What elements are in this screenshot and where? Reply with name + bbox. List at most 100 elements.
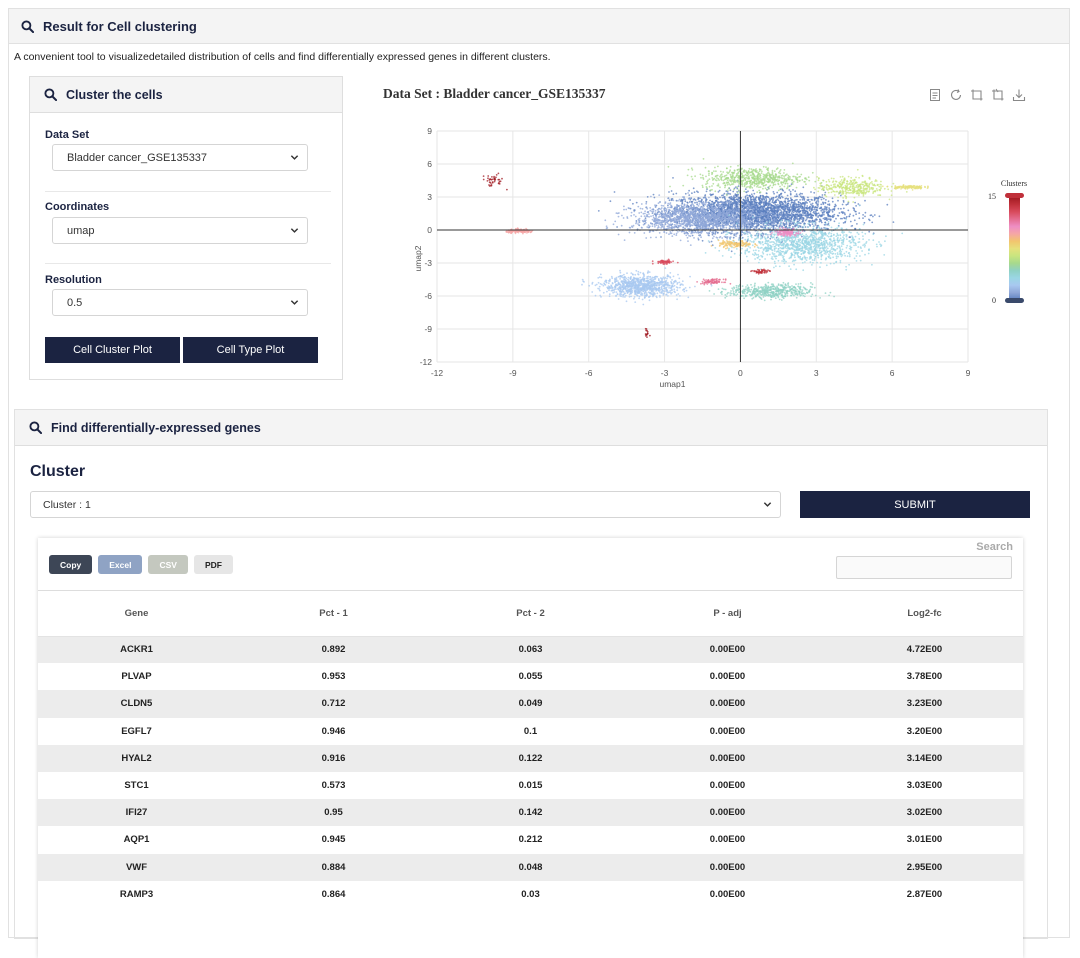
point <box>703 203 705 205</box>
point <box>822 202 824 204</box>
point <box>681 211 683 213</box>
point <box>670 207 672 209</box>
point <box>770 224 772 226</box>
point <box>773 220 775 222</box>
point <box>666 210 668 212</box>
point <box>757 219 759 221</box>
point <box>854 202 856 204</box>
point <box>733 237 735 239</box>
point <box>792 204 794 206</box>
point <box>664 267 666 269</box>
point <box>799 216 801 218</box>
point <box>756 202 758 204</box>
point <box>832 216 834 218</box>
point <box>755 217 757 219</box>
point <box>796 219 798 221</box>
point <box>669 224 671 226</box>
point <box>814 200 816 202</box>
point <box>752 210 754 212</box>
point <box>743 220 745 222</box>
point <box>749 232 751 234</box>
point <box>611 285 613 287</box>
point <box>788 203 790 205</box>
point <box>784 220 786 222</box>
point <box>798 202 800 204</box>
point <box>865 212 867 214</box>
point <box>652 219 654 221</box>
point <box>782 203 784 205</box>
point <box>832 197 834 199</box>
point <box>769 238 771 240</box>
point <box>595 295 597 297</box>
point <box>773 223 775 225</box>
point <box>632 226 634 228</box>
point <box>754 220 756 222</box>
point <box>708 212 710 214</box>
point <box>727 191 729 193</box>
point <box>619 270 621 272</box>
point <box>828 214 830 216</box>
point <box>769 199 771 201</box>
point <box>804 206 806 208</box>
point <box>815 202 817 204</box>
point <box>694 286 696 288</box>
point <box>623 209 625 211</box>
point <box>746 192 748 194</box>
point <box>805 226 807 228</box>
point <box>742 237 744 239</box>
point <box>705 202 707 204</box>
point <box>737 194 739 196</box>
point <box>749 206 751 208</box>
point <box>676 219 678 221</box>
point <box>645 217 647 219</box>
point <box>754 203 756 205</box>
point <box>745 198 747 200</box>
point <box>732 191 734 193</box>
point <box>667 216 669 218</box>
point <box>698 231 700 233</box>
point <box>687 237 689 239</box>
point <box>694 202 696 204</box>
point <box>729 237 731 239</box>
point <box>734 206 736 208</box>
point <box>676 294 678 296</box>
point <box>820 220 822 222</box>
point <box>685 221 687 223</box>
point <box>685 235 687 237</box>
point <box>717 224 719 226</box>
point <box>737 205 739 207</box>
point <box>643 232 645 234</box>
point <box>780 214 782 216</box>
point <box>616 212 618 214</box>
point <box>667 203 669 205</box>
point <box>720 236 722 238</box>
point <box>828 200 830 202</box>
point <box>783 218 785 220</box>
point <box>746 217 748 219</box>
point <box>820 210 822 212</box>
point <box>640 208 642 210</box>
point <box>677 212 679 214</box>
point <box>803 209 805 211</box>
point <box>758 213 760 215</box>
point <box>767 210 769 212</box>
point <box>691 231 693 233</box>
point <box>648 216 650 218</box>
point <box>730 199 732 201</box>
point <box>691 204 693 206</box>
point <box>677 274 679 276</box>
point <box>653 230 655 232</box>
point <box>687 213 689 215</box>
point <box>711 241 713 243</box>
point <box>763 225 765 227</box>
point <box>696 202 698 204</box>
point <box>745 188 747 190</box>
point <box>660 277 662 279</box>
point <box>614 221 616 223</box>
point <box>681 203 683 205</box>
point <box>711 232 713 234</box>
point <box>773 197 775 199</box>
point <box>612 289 614 291</box>
point <box>689 276 691 278</box>
point <box>712 193 714 195</box>
